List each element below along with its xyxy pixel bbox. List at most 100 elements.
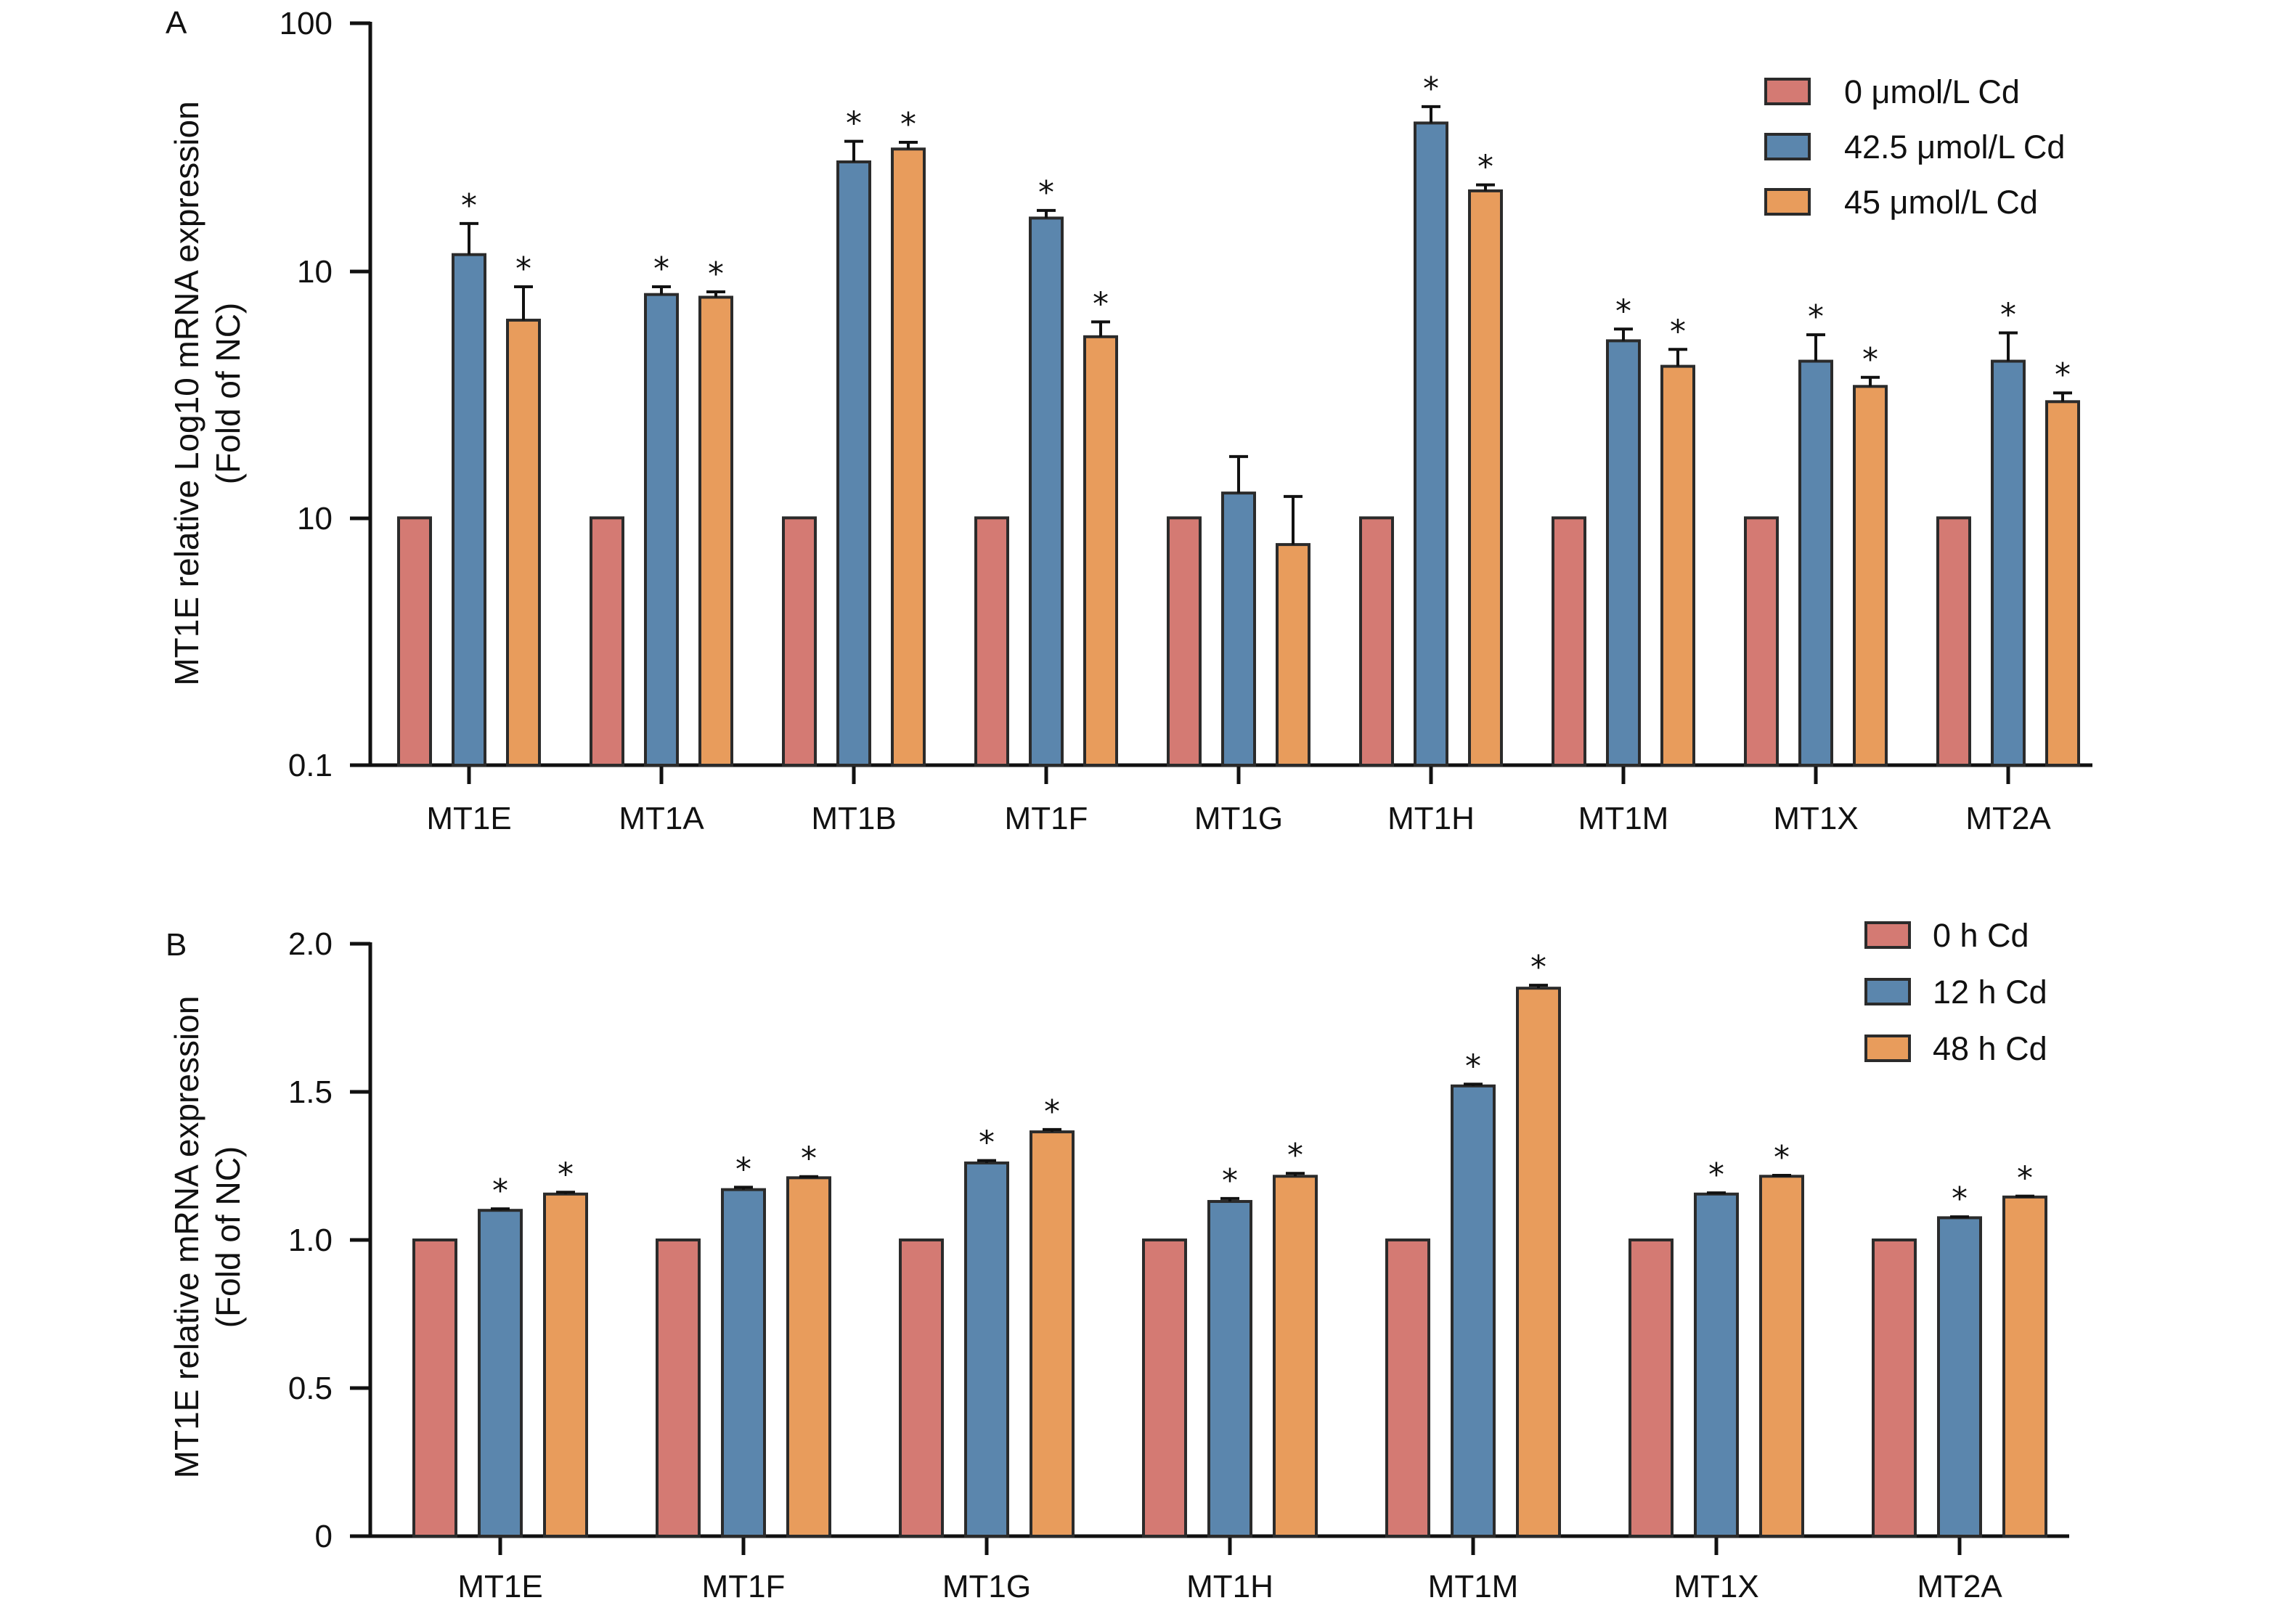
panel-b-category-label: MT1G [942, 1569, 1031, 1604]
panel-a-bar-mt1a-series-0 [590, 516, 624, 767]
panel-a-bar-mt1b-series-0 [782, 516, 817, 767]
panel-a-y-tick-label: 0.1 [288, 748, 333, 783]
panel-a-legend-label: 0 μmol/L Cd [1844, 73, 2020, 110]
panel-b-bar-mt1x-series-1 [1694, 1192, 1739, 1538]
panel-a-bar-mt1x-series-2 [1853, 385, 1888, 767]
panel-b-legend-label: 12 h Cd [1933, 974, 2047, 1011]
panel-a-significance-star: * [461, 187, 477, 224]
panel-a-significance-star: * [1615, 293, 1631, 330]
panel-b-significance-star: * [979, 1125, 995, 1162]
panel-b-significance-star: * [1708, 1156, 1724, 1193]
panel-a-bar-mt1f-series-0 [974, 516, 1009, 767]
panel-b-label: B [166, 927, 187, 963]
panel-a-category-label: MT1E [426, 801, 511, 836]
panel-a-ylabel-line1: MT1E relative Log10 mRNA expression [168, 101, 205, 685]
panel-a-significance-star: * [653, 250, 669, 287]
panel-b-ylabel-line2: (Fold of NC) [209, 1146, 247, 1328]
panel-a-bar-mt1e-series-1 [452, 253, 486, 767]
panel-a-bar-mt1f-series-1 [1029, 216, 1064, 767]
panel-b-category-label: MT1M [1428, 1569, 1519, 1604]
panel-a-category-label: MT1H [1387, 801, 1475, 836]
panel-b-bar-mt1g-series-2 [1030, 1130, 1075, 1538]
panel-a-significance-star: * [515, 250, 531, 287]
panel-b-bar-mt2a-series-1 [1937, 1216, 1982, 1538]
panel-a-bar-mt2a-series-0 [1936, 516, 1971, 767]
panel-a-category-label: MT1F [1005, 801, 1088, 836]
panel-a-ylabel-line2: (Fold of NC) [209, 303, 247, 484]
panel-b-legend-label: 0 h Cd [1933, 917, 2029, 954]
panel-b-category-label: MT2A [1917, 1569, 2002, 1604]
panel-b-bar-mt1f-series-2 [786, 1176, 831, 1538]
panel-a-bar-mt1h-series-1 [1414, 121, 1448, 767]
panel-b: B MT1E relative mRNA expression (Fold of… [166, 917, 2069, 1604]
panel-b-legend-swatch [1864, 921, 1911, 949]
panel-b-bar-mt1g-series-0 [899, 1239, 944, 1538]
panel-a-y-tick-label: 100 [280, 6, 333, 41]
panel-b-legend-swatch [1864, 978, 1911, 1005]
panel-b-bar-mt1m-series-1 [1451, 1084, 1496, 1538]
panel-a-bar-mt1x-series-1 [1798, 359, 1833, 767]
panel-a-y-tick-label: 10 [297, 254, 333, 290]
panel-a-legend-swatch [1764, 133, 1811, 160]
panel-a-bars: * * * * * * * * * * * * * * * * [397, 70, 2080, 767]
panel-b-bar-mt1m-series-0 [1385, 1239, 1430, 1538]
panel-b-significance-star: * [801, 1141, 817, 1178]
panel-a-significance-star: * [708, 256, 724, 293]
panel-b-significance-star: * [1530, 949, 1546, 986]
panel-a-legend-swatch [1764, 188, 1811, 216]
panel-a-bar-mt1m-series-0 [1552, 516, 1586, 767]
panel-a-y-tick-label: 10 [297, 501, 333, 536]
panel-b-legend: 0 h Cd 12 h Cd 48 h Cd [1864, 917, 2047, 1067]
panel-a-label: A [166, 5, 187, 41]
panel-a-bar-mt1a-series-2 [698, 295, 733, 767]
panel-b-significance-star: * [2017, 1160, 2033, 1197]
panel-b-significance-star: * [558, 1156, 574, 1193]
panel-a-significance-star: * [1423, 70, 1439, 107]
panel-a-significance-star: * [2000, 296, 2016, 333]
panel-b-y-tick-label: 0 [315, 1519, 333, 1554]
panel-b-bars: * * * * * * * * * * * * * * [412, 949, 2047, 1538]
panel-a-significance-star: * [1862, 341, 1878, 378]
panel-b-significance-star: * [1222, 1162, 1238, 1199]
panel-a-category-label: MT1A [619, 801, 704, 836]
panel-b-bar-mt2a-series-0 [1872, 1239, 1917, 1538]
panel-a-legend: 0 μmol/L Cd 42.5 μmol/L Cd 45 μmol/L Cd [1764, 73, 2065, 221]
panel-b-bar-mt1e-series-1 [478, 1209, 523, 1538]
panel-b-ylabel-line1: MT1E relative mRNA expression [168, 996, 205, 1479]
panel-b-bar-mt1x-series-0 [1628, 1239, 1674, 1538]
panel-b-bar-mt1g-series-1 [964, 1161, 1009, 1538]
panel-a-bar-mt1g-series-0 [1167, 516, 1202, 767]
panel-b-bar-mt1h-series-2 [1273, 1175, 1318, 1538]
panel-a-bar-mt2a-series-1 [1991, 359, 2026, 767]
panel-b-significance-star: * [1952, 1180, 1968, 1217]
panel-b-significance-star: * [1774, 1139, 1790, 1176]
panel-a-bar-mt1m-series-2 [1660, 364, 1695, 767]
panel-b-bar-mt1e-series-2 [543, 1192, 588, 1538]
panel-a-category-label: MT2A [1965, 801, 2051, 836]
panel-b-category-label: MT1E [457, 1569, 542, 1604]
panel-b-bar-mt1h-series-0 [1142, 1239, 1187, 1538]
panel-a-significance-star: * [1477, 149, 1493, 186]
panel-b-significance-star: * [1465, 1048, 1481, 1085]
panel-a-bar-mt1f-series-2 [1083, 335, 1118, 767]
panel-a-bar-mt1b-series-1 [836, 160, 871, 767]
panel-b-y-tick-label: 1.5 [288, 1074, 333, 1110]
panel-b-significance-star: * [1287, 1137, 1303, 1174]
panel-a-significance-star: * [1808, 298, 1824, 335]
panel-a-bar-mt2a-series-2 [2045, 400, 2080, 767]
panel-b-category-label: MT1F [702, 1569, 786, 1604]
panel-b-category-label: MT1X [1674, 1569, 1758, 1604]
panel-a-bar-mt1m-series-1 [1606, 339, 1641, 767]
panel-a-bar-mt1e-series-0 [397, 516, 432, 767]
panel-a-significance-star: * [900, 106, 916, 143]
panel-a-bar-mt1g-series-1 [1221, 491, 1256, 767]
panel-a-category-label: MT1G [1194, 801, 1283, 836]
panel-a-category-label: MT1M [1578, 801, 1669, 836]
panel-b-legend-swatch [1864, 1035, 1911, 1062]
panel-b-y-tick-label: 2.0 [288, 926, 333, 962]
panel-a-significance-star: * [2055, 356, 2071, 393]
panel-b-legend-label: 48 h Cd [1933, 1030, 2047, 1067]
panel-a-bar-mt1g-series-2 [1276, 543, 1310, 767]
panel-b-bar-mt1h-series-1 [1207, 1199, 1252, 1538]
